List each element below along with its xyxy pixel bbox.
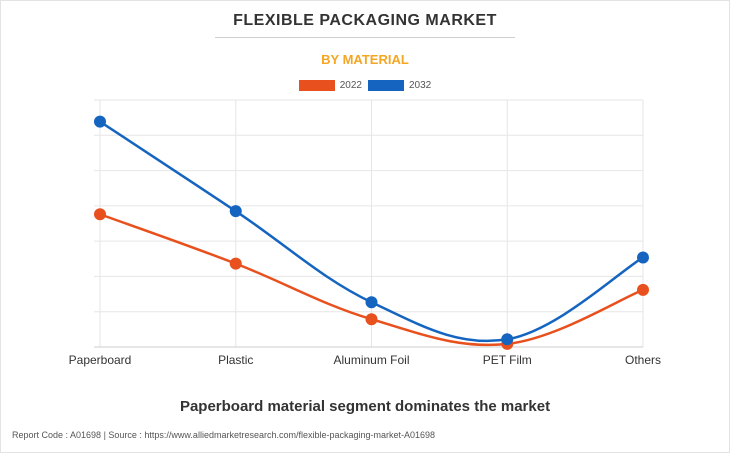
data-point-2032-0: [94, 115, 106, 128]
data-point-2032-1: [229, 205, 242, 218]
data-point-2022-2: [365, 313, 378, 326]
x-tick-label: Others: [625, 353, 661, 367]
legend-swatch-2022: [298, 80, 335, 91]
title-divider: [215, 37, 515, 38]
legend-item-2022[interactable]: 2022: [298, 80, 362, 91]
data-point-2032-3: [501, 333, 514, 346]
data-point-2022-1: [229, 257, 242, 270]
x-tick-label: PET Film: [483, 353, 532, 367]
chart-subtitle: BY MATERIAL: [321, 52, 409, 67]
legend-label-2032: 2032: [409, 80, 432, 91]
chart-title: FLEXIBLE PACKAGING MARKET: [233, 12, 497, 29]
legend: 2022 2032: [0, 80, 730, 91]
legend-label-2022: 2022: [339, 80, 362, 91]
x-tick-label: Aluminum Foil: [333, 353, 409, 367]
source-note: Report Code : A01698 | Source : https://…: [12, 430, 436, 440]
data-point-2032-2: [365, 296, 378, 309]
legend-item-2032[interactable]: 2032: [368, 80, 431, 91]
x-tick-label: Plastic: [218, 353, 253, 367]
data-point-2022-4: [637, 283, 649, 296]
data-point-2032-4: [637, 251, 649, 264]
legend-swatch-2032: [368, 80, 404, 91]
chart-caption: Paperboard material segment dominates th…: [179, 398, 551, 415]
x-tick-label: Paperboard: [69, 353, 132, 367]
data-point-2022-0: [94, 208, 106, 221]
